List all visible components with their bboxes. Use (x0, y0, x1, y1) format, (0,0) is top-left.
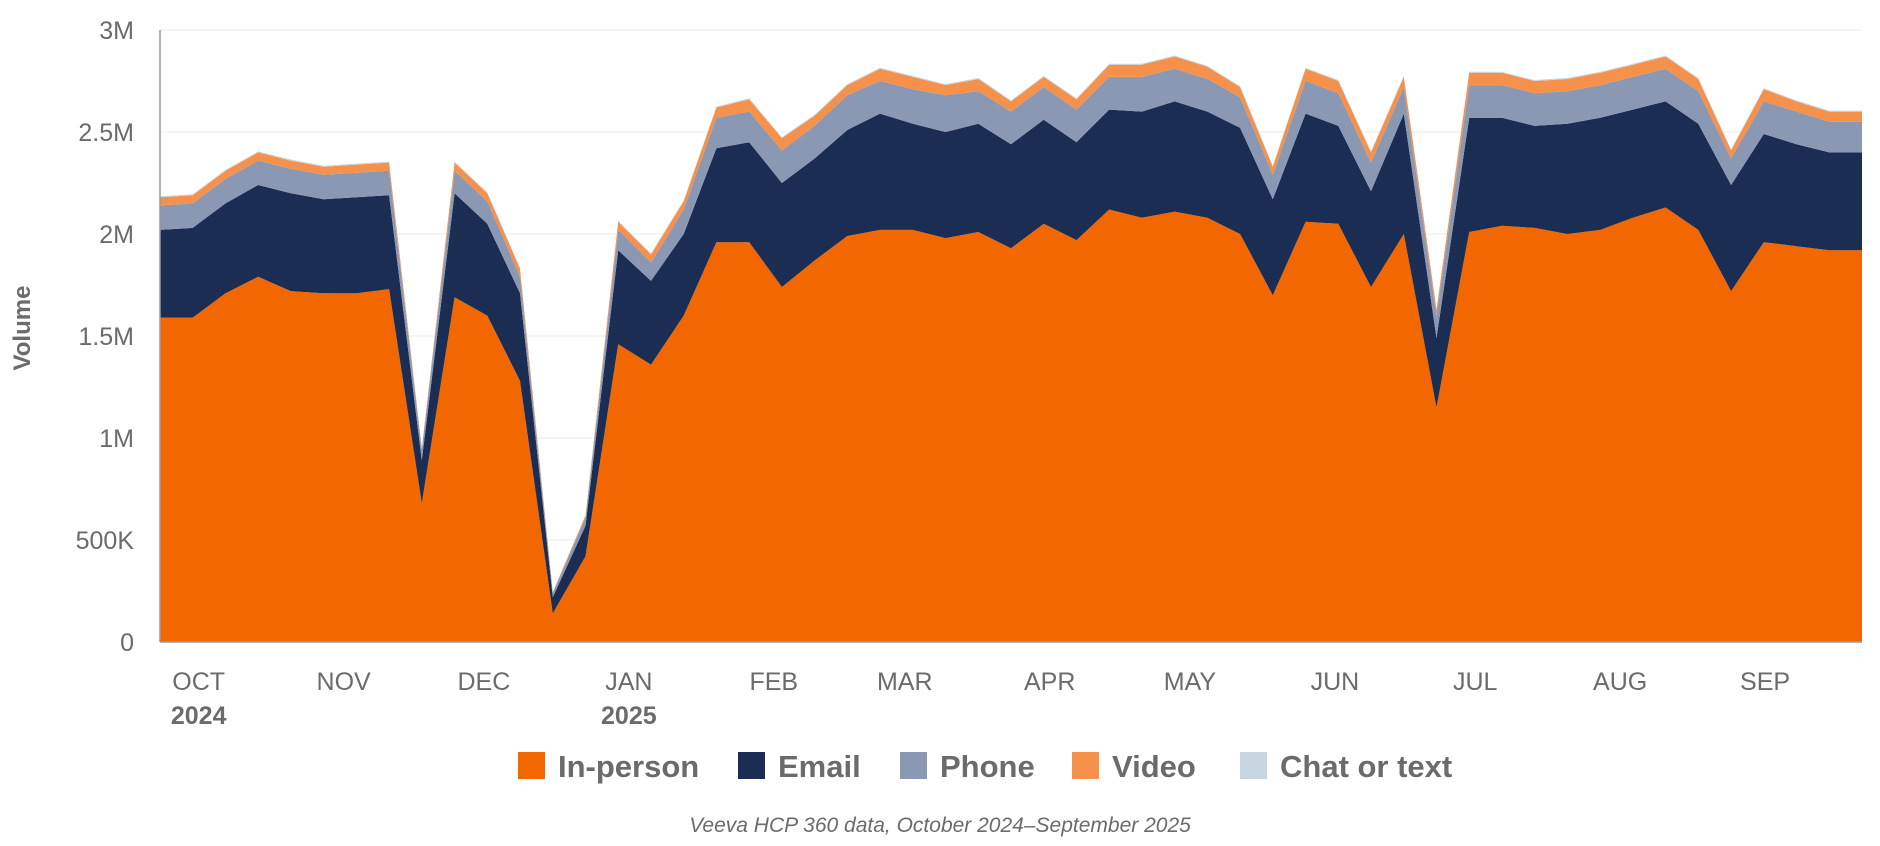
source-note: Veeva HCP 360 data, October 2024–Septemb… (689, 814, 1191, 837)
x-tick-label: DEC (458, 668, 511, 696)
legend-label: Phone (940, 749, 1035, 784)
x-tick-label: MAR (877, 668, 933, 696)
y-tick-label: 2M (99, 221, 134, 249)
x-tick-label: JAN (605, 668, 652, 696)
x-tick-year-label: 2025 (601, 702, 657, 730)
legend-item-phone: Phone (900, 749, 1035, 784)
legend-swatch (1072, 752, 1099, 779)
x-tick-label: APR (1024, 668, 1075, 696)
x-tick-label: MAY (1164, 668, 1217, 696)
y-tick-label: 3M (99, 17, 134, 45)
legend-swatch (900, 752, 927, 779)
y-tick-label: 1M (99, 425, 134, 453)
legend-label: Email (778, 749, 861, 784)
area-series-group (160, 55, 1862, 642)
legend-swatch (738, 752, 765, 779)
legend-swatch (1240, 752, 1267, 779)
legend-item-video: Video (1072, 749, 1196, 784)
x-tick-label: SEP (1740, 668, 1790, 696)
legend-label: Chat or text (1280, 749, 1452, 784)
legend-item-chat-or-text: Chat or text (1240, 749, 1452, 784)
y-tick-label: 0 (120, 629, 134, 657)
area-series-email (160, 101, 1862, 614)
y-axis-title: Volume (9, 286, 36, 371)
legend: In-person Email Phone Video Chat or text (518, 749, 1452, 784)
y-tick-label: 500K (76, 527, 135, 555)
legend-swatch (518, 752, 545, 779)
y-tick-label: 1.5M (78, 323, 134, 351)
legend-item-email: Email (738, 749, 861, 784)
y-tick-label: 2.5M (78, 119, 134, 147)
legend-label: Video (1112, 749, 1196, 784)
x-axis-ticks: OCT 2024 NOV DEC JAN 2025 FEB MAR APR MAY JUN JUL AU… (171, 668, 1790, 730)
legend-item-in-person: In-person (518, 749, 699, 784)
x-tick-label: JUL (1453, 668, 1498, 696)
axes (159, 30, 1862, 643)
area-series-in-person (160, 207, 1862, 642)
x-tick-label: AUG (1593, 668, 1647, 696)
x-tick-label: NOV (317, 668, 372, 696)
x-tick-year-label: 2024 (171, 702, 227, 730)
x-tick-label: JUN (1311, 668, 1360, 696)
y-axis-ticks: 0 500K 1M 1.5M 2M 2.5M 3M (76, 17, 135, 657)
x-tick-label: FEB (749, 668, 798, 696)
x-tick-label: OCT (172, 668, 225, 696)
legend-label: In-person (558, 749, 699, 784)
